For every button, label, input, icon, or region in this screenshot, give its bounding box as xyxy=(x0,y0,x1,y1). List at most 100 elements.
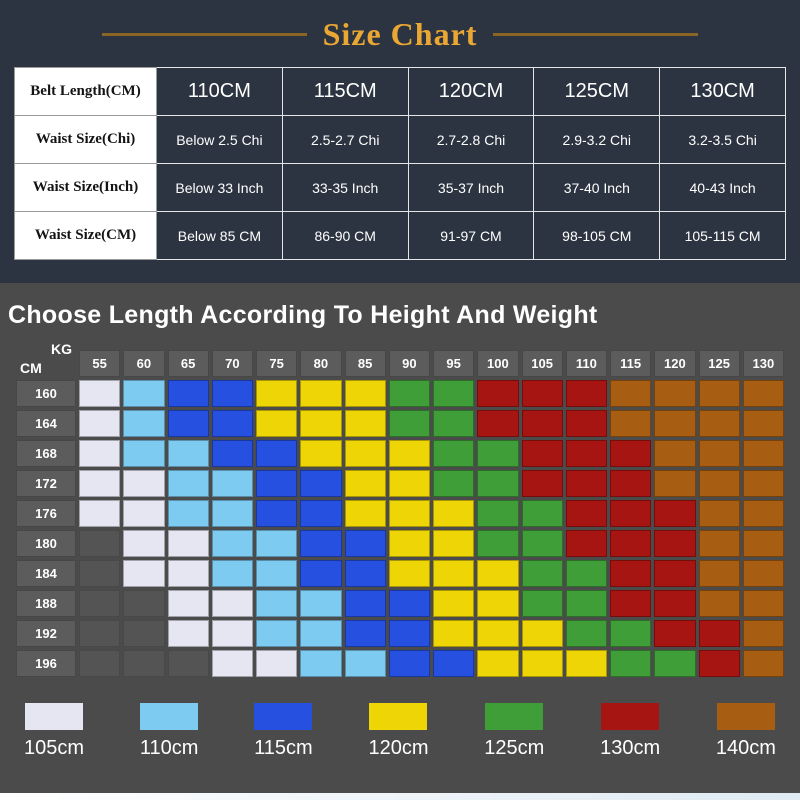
heatmap-cell xyxy=(698,620,740,647)
heatmap-cell xyxy=(344,440,386,467)
heatmap-cell xyxy=(477,470,519,497)
heatmap-cell xyxy=(211,650,253,677)
heatmap-cell xyxy=(344,650,386,677)
heatmap-cell xyxy=(79,500,121,527)
legend-item: 105cm xyxy=(24,703,84,760)
legend-label: 120cm xyxy=(368,737,429,759)
heatmap-cell xyxy=(211,470,253,497)
heatmap-cell xyxy=(388,530,430,557)
heatmap-cell xyxy=(300,620,342,647)
heatmap-cell xyxy=(654,410,696,437)
heatmap-cell xyxy=(79,380,121,407)
heatmap-cell xyxy=(698,500,740,527)
heatmap-cell xyxy=(79,470,121,497)
heatmap-cell xyxy=(167,530,209,557)
heatmap-cell xyxy=(433,560,475,587)
heatmap-cell xyxy=(742,590,784,617)
heatmap-cell xyxy=(698,440,740,467)
heatmap-cell xyxy=(167,590,209,617)
heatmap-heading: Choose Length According To Height And We… xyxy=(8,301,598,329)
heatmap-cell xyxy=(79,620,121,647)
heatmap-weight-header: 65 xyxy=(167,350,209,377)
heatmap-cell xyxy=(654,530,696,557)
heatmap-cell xyxy=(167,470,209,497)
heatmap-cell xyxy=(167,560,209,587)
legend-swatch xyxy=(716,703,775,730)
y-axis-unit-label: CM xyxy=(20,360,42,376)
heatmap-cell xyxy=(300,590,342,617)
heatmap-cell xyxy=(610,500,652,527)
heatmap-cell xyxy=(477,380,519,407)
heatmap-cell xyxy=(433,500,475,527)
heatmap-weight-header: 90 xyxy=(388,350,430,377)
heatmap-cell xyxy=(742,500,784,527)
heatmap-cell xyxy=(521,500,563,527)
legend-label: 140cm xyxy=(715,737,776,759)
size-table-header-cell: 130CM xyxy=(659,67,786,116)
heatmap-cell xyxy=(300,530,342,557)
heatmap-cell xyxy=(211,440,253,467)
size-table-body: Belt Length(CM) 110CM 115CM 120CM 125CM 130CM… xyxy=(14,67,786,260)
legend-swatch xyxy=(254,703,313,730)
heatmap-cell xyxy=(433,380,475,407)
heatmap-cell xyxy=(167,410,209,437)
size-table-value-cell: Below 33 Inch xyxy=(156,163,283,212)
heatmap-cell xyxy=(654,380,696,407)
heatmap-cell xyxy=(388,650,430,677)
heatmap-cell xyxy=(565,650,607,677)
heatmap-cell xyxy=(477,560,519,587)
heatmap-cell xyxy=(698,590,740,617)
heatmap-cell xyxy=(211,530,253,557)
heatmap-cell xyxy=(742,470,784,497)
heatmap-cell xyxy=(167,500,209,527)
heatmap-cell xyxy=(433,650,475,677)
heatmap-grid: KG CM 55 60 65 70 75 80 85 90 95 100 105 110 115 120 1… xyxy=(16,341,784,677)
heatmap-weight-header: 85 xyxy=(344,350,386,377)
heatmap-section: Choose Length According To Height And We… xyxy=(0,283,800,800)
legend-item: 110cm xyxy=(140,703,198,760)
size-table-value-cell: 2.7-2.8 Chi xyxy=(407,115,535,164)
legend-item: 125cm xyxy=(484,703,544,760)
size-table-row: Waist Size(CM) Below 85 CM 86-90 CM 91-97 C… xyxy=(14,211,786,260)
heatmap-cell xyxy=(79,440,121,467)
legend-swatch xyxy=(25,703,84,730)
heatmap-cell xyxy=(742,440,784,467)
legend-label: 125cm xyxy=(484,737,545,759)
heatmap-cell xyxy=(300,500,342,527)
size-table-row: Waist Size(Inch) Below 33 Inch 33-35 Inch 3… xyxy=(14,163,786,212)
heatmap-weight-header: 120 xyxy=(654,350,696,377)
heatmap-cell xyxy=(256,410,298,437)
heatmap-cell xyxy=(521,470,563,497)
heatmap-cell xyxy=(123,530,165,557)
heatmap-cell xyxy=(344,590,386,617)
heatmap-cell xyxy=(300,560,342,587)
heatmap-cell xyxy=(477,620,519,647)
heatmap-cell xyxy=(698,470,740,497)
size-chart-table: Belt Length(CM) 110CM 115CM 120CM 125CM 130CM… xyxy=(14,67,786,260)
heatmap-weight-header: 70 xyxy=(211,350,253,377)
size-table-value-cell: 2.9-3.2 Chi xyxy=(533,115,661,164)
heatmap-cell xyxy=(388,560,430,587)
heatmap-cell xyxy=(300,650,342,677)
heatmap-cell xyxy=(256,560,298,587)
heatmap-cell xyxy=(565,530,607,557)
size-table-value-cell: 33-35 Inch xyxy=(281,163,409,212)
heatmap-cell xyxy=(300,440,342,467)
heatmap-cell xyxy=(610,410,652,437)
heatmap-weight-header: 75 xyxy=(256,350,298,377)
heatmap-height-label: 172 xyxy=(16,470,76,497)
heatmap-weight-header: 100 xyxy=(477,350,519,377)
size-table-value-cell: 86-90 CM xyxy=(281,211,409,260)
heatmap-cell xyxy=(123,470,165,497)
heatmap-cell xyxy=(167,440,209,467)
heatmap-cell xyxy=(388,590,430,617)
heatmap-cell xyxy=(742,560,784,587)
heatmap-cell xyxy=(521,530,563,557)
x-axis-unit-label: KG xyxy=(51,341,72,357)
size-table-value-cell: Below 85 CM xyxy=(156,211,283,260)
heatmap-cell xyxy=(610,560,652,587)
title-row: Size Chart xyxy=(0,16,800,53)
heatmap-cell xyxy=(521,440,563,467)
heatmap-cell xyxy=(433,470,475,497)
heatmap-cell xyxy=(79,650,121,677)
